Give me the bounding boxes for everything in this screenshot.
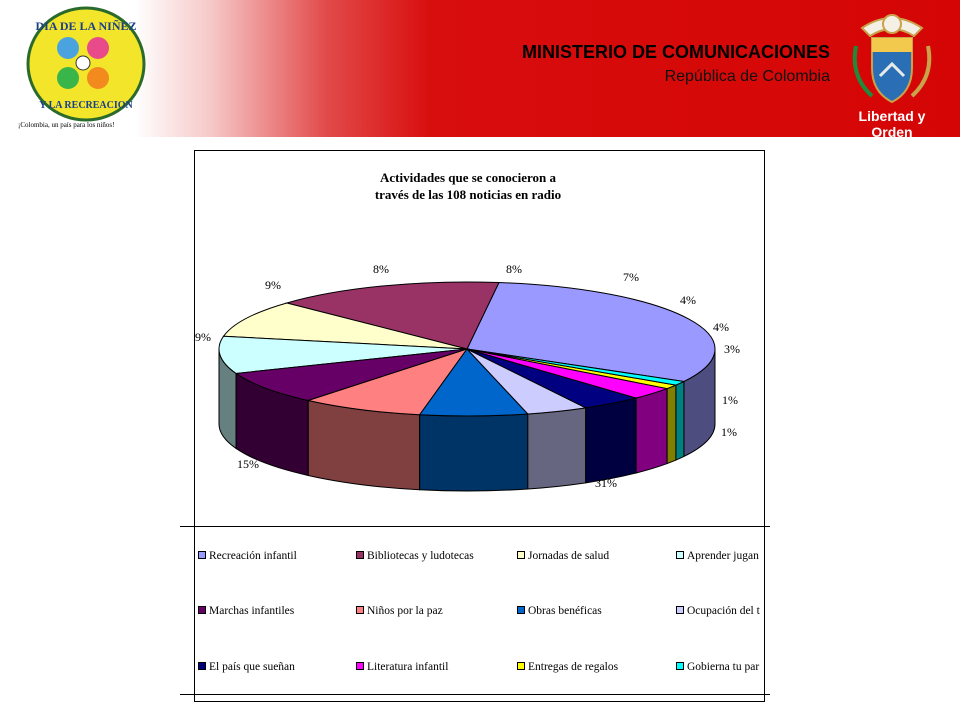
logo-text-bottom: Y LA RECREACION [39,100,133,111]
legend-top-rule [180,526,770,527]
logo-text-top: DIA DE LA NIÑEZ [35,19,136,33]
legend-label-4: Marchas infantiles [209,605,295,617]
chart-title-line-1: Actividades que se conocieron a [380,170,556,185]
legend-item-1: Bibliotecas y ludotecas [356,550,514,564]
legend-swatch-3 [676,551,684,560]
legend-swatch-4 [198,606,206,615]
header-banner: DIA DE LA NIÑEZ Y LA RECREACION ¡Colombi… [0,0,960,140]
dia-de-la-ninez-logo: DIA DE LA NIÑEZ Y LA RECREACION ¡Colombi… [18,6,146,129]
legend-label-10: Entregas de regalos [528,661,619,673]
legend-swatch-7 [676,606,684,615]
legend-label-6: Obras benéficas [528,605,602,617]
legend-label-5: Niños por la paz [367,605,443,617]
legend-item-0: Recreación infantil [198,550,356,564]
legend-label-9: Literatura infantil [367,661,449,673]
legend-item-10: Entregas de regalos [517,661,675,675]
ministry-subtitle: República de Colombia [664,68,830,85]
legend-swatch-1 [356,551,364,560]
legend-item-6: Obras benéficas [517,605,675,619]
legend-label-7: Ocupación del t [687,605,760,617]
ministry-title: MINISTERIO DE COMUNICACIONES [521,42,830,62]
legend-swatch-6 [517,606,525,615]
crest-motto: Libertad y Orden [858,108,926,140]
colombia-coat-of-arms [852,14,932,104]
legend-item-8: El país que sueñan [198,661,356,675]
legend-label-0: Recreación infantil [209,550,297,562]
legend-item-4: Marchas infantiles [198,605,356,619]
chart-title: Actividades que se conocieron a través d… [195,169,741,203]
legend-swatch-9 [356,662,364,671]
legend-item-3: Aprender jugan [676,550,772,564]
legend-label-1: Bibliotecas y ludotecas [367,550,474,562]
legend-swatch-11 [676,662,684,671]
legend-label-2: Jornadas de salud [528,550,610,562]
legend-item-2: Jornadas de salud [517,550,675,564]
legend-swatch-10 [517,662,525,671]
legend-swatch-2 [517,551,525,560]
logo-tagline: ¡Colombia, un país para los niños! [18,121,114,129]
chart-frame: Actividades que se conocieron a través d… [194,150,765,702]
legend-item-7: Ocupación del t [676,605,772,619]
legend-item-11: Gobierna tu par [676,661,772,675]
legend-label-3: Aprender jugan [687,550,759,562]
chart-title-line-2: través de las 108 noticias en radio [374,187,562,202]
legend-item-9: Literatura infantil [356,661,514,675]
legend-bottom-rule [180,694,770,695]
legend-swatch-5 [356,606,364,615]
legend-label-8: El país que sueñan [209,661,295,673]
legend-item-5: Niños por la paz [356,605,514,619]
legend-swatch-0 [198,551,206,560]
legend-swatch-8 [198,662,206,671]
legend-label-11: Gobierna tu par [687,661,760,673]
